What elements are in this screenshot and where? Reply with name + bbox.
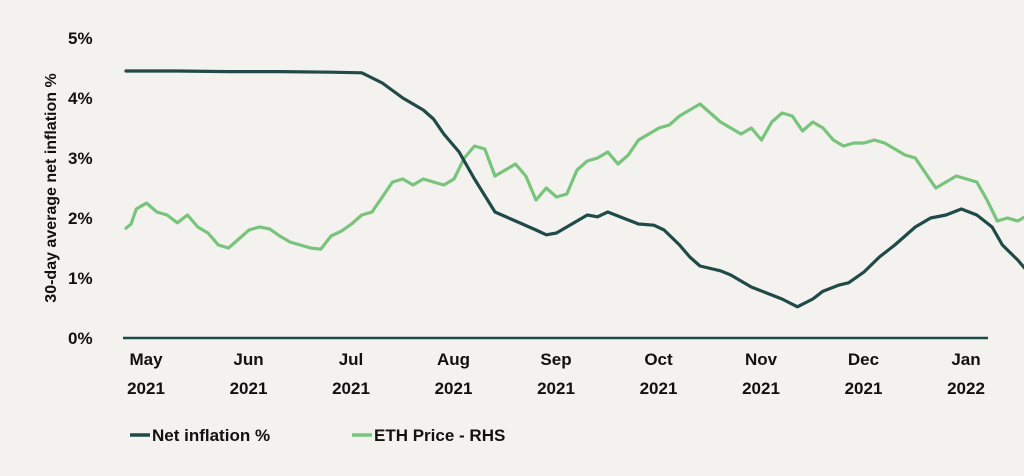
series-line-net-inflation — [124, 69, 1024, 309]
x-tick-month: Dec — [848, 350, 879, 369]
x-tick: Sep 2021 — [537, 350, 575, 398]
x-tick-year: 2021 — [845, 379, 883, 398]
legend-item: Net inflation % — [130, 426, 270, 445]
y-tick-label: 4% — [68, 89, 93, 108]
x-tick-month: Sep — [540, 350, 571, 369]
x-tick: Jun 2021 — [230, 350, 268, 398]
x-tick: Dec 2021 — [845, 350, 883, 398]
x-tick-month: Jan — [951, 350, 980, 369]
x-tick-year: 2021 — [640, 379, 678, 398]
x-tick-year: 2022 — [947, 379, 985, 398]
x-tick-year: 2021 — [742, 379, 780, 398]
x-tick-month: Jun — [233, 350, 263, 369]
y-tick-label: 5% — [68, 29, 93, 48]
x-tick-year: 2021 — [332, 379, 370, 398]
series-line-eth-price — [124, 102, 1024, 251]
x-tick: Jul 2021 — [332, 350, 370, 398]
legend-label: Net inflation % — [152, 426, 270, 445]
x-tick: May 2021 — [127, 350, 165, 398]
y-axis-title: 30-day average net inflation % — [43, 73, 60, 302]
y-tick-label: 2% — [68, 209, 93, 228]
x-tick: Aug 2021 — [435, 350, 473, 398]
x-tick: Nov 2021 — [742, 350, 780, 398]
x-tick-month: Nov — [745, 350, 778, 369]
x-tick-year: 2021 — [127, 379, 165, 398]
x-tick-year: 2021 — [537, 379, 575, 398]
legend-label: ETH Price - RHS — [374, 426, 505, 445]
y-tick-label: 3% — [68, 149, 93, 168]
x-tick-month: Oct — [644, 350, 673, 369]
x-tick-year: 2021 — [435, 379, 473, 398]
x-tick: Jan 2022 — [947, 350, 985, 398]
x-tick-month: Aug — [437, 350, 470, 369]
y-tick-label: 0% — [68, 329, 93, 348]
legend-item: ETH Price - RHS — [352, 426, 505, 445]
x-tick: Oct 2021 — [640, 350, 678, 398]
x-tick-month: May — [129, 350, 163, 369]
x-tick-year: 2021 — [230, 379, 268, 398]
x-tick-month: Jul — [339, 350, 364, 369]
y-tick-label: 1% — [68, 269, 93, 288]
